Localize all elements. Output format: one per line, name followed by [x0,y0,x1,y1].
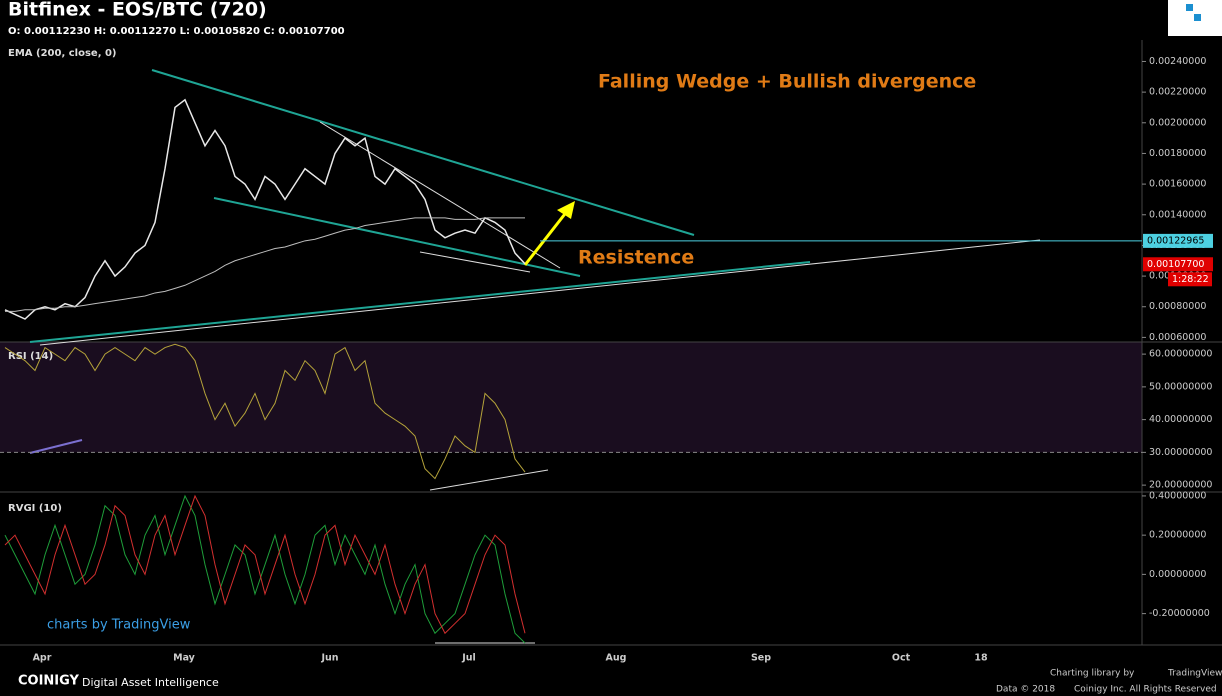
price-label: 0.00122965 [1147,235,1204,246]
y-tick-label: 40.00000000 [1149,414,1212,425]
y-tick-label: 60.00000000 [1149,349,1212,360]
rsi-arrow [29,439,83,454]
y-tick-label: 0.00000000 [1149,569,1206,580]
y-tick-label: 20.00000000 [1149,480,1212,491]
x-tick-label: Jul [461,653,476,664]
x-tick-label: Sep [751,653,771,664]
y-tick-label: 0.00240000 [1149,56,1206,67]
watermark: charts by TradingView [47,618,191,633]
y-tick-label: 0.00220000 [1149,87,1206,98]
trend-line [319,121,561,269]
wedge-bottom [213,197,581,277]
series-line [5,217,525,312]
y-tick-label: 0.00180000 [1149,148,1206,159]
ema-legend: EMA (200, close, 0) [8,48,117,59]
y-tick-label: 0.00080000 [1149,301,1206,312]
price-label-box [1143,233,1213,248]
ohlc: O: 0.00112230 H: 0.00112270 L: 0.0010582… [8,26,345,37]
rsi-divergence-line [429,469,549,491]
x-tick-label: May [173,653,196,664]
y-tick-label: 0.00140000 [1149,209,1206,220]
library: Charting library by [1050,669,1135,679]
countdown-box [1168,272,1212,287]
rvgi-legend: RVGI (10) [8,503,62,514]
y-tick-label: -0.20000000 [1149,608,1210,619]
resistance-label: Resistence [578,247,694,269]
data-credit: Data © 2018 [996,685,1055,695]
y-tick-label: 0.00160000 [1149,179,1206,190]
wedge-top [151,69,695,236]
title: Bitfinex - EOS/BTC (720) [8,0,267,21]
series-line [4,494,526,635]
logo [1186,4,1193,11]
divergence-line [419,251,531,273]
logo [1194,14,1201,21]
y-tick-label: 0.20000000 [1149,530,1206,541]
rsi-band [0,342,1142,453]
annotation: Falling Wedge + Bullish divergence [598,71,976,93]
yellow-arrow [523,209,570,266]
x-tick-label: Aug [606,653,627,664]
y-tick-label: 50.00000000 [1149,381,1212,392]
price-label: 0.00107700 [1147,259,1204,270]
brand: COINIGY [18,674,80,689]
tagline: Digital Asset Intelligence [82,676,219,689]
support-line-2 [39,239,1041,346]
price-label-box [1143,257,1213,272]
x-tick-label: Apr [33,653,52,664]
series-line [4,343,526,480]
x-tick-label: Jun [320,653,338,664]
x-tick-label: Oct [892,653,911,664]
support-line [29,261,811,343]
y-tick-label: 0.40000000 [1149,490,1206,501]
x-tick-label: 18 [974,653,988,664]
countdown: 1:28:22 [1172,274,1209,285]
library-name: TradingView [1167,669,1222,679]
rights: Coinigy Inc. All Rights Reserved [1074,685,1217,695]
y-tick-label: 0.00060000 [1149,332,1206,343]
y-tick-label: 0.00200000 [1149,117,1206,128]
series-line [4,494,526,644]
series-line [4,98,526,320]
y-tick-label: 30.00000000 [1149,447,1212,458]
yellow-arrow-head [557,201,575,219]
rsi-legend: RSI (14) [8,351,53,362]
